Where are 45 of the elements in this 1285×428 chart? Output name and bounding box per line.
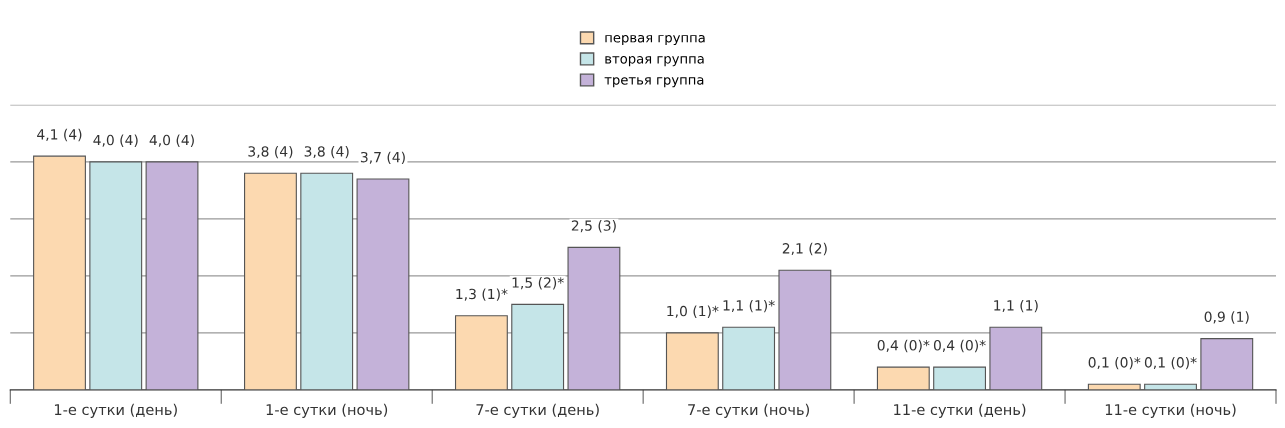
data-label: 1,1 (1)* (723, 299, 775, 313)
x-tick-label: 11-е сутки (день) (894, 403, 1026, 418)
legend-label: третья группа (604, 77, 704, 88)
bar (356, 178, 410, 390)
bar (1144, 383, 1197, 390)
data-label: 0,1 (0)* (1088, 356, 1141, 370)
data-label: 2,5 (3) (571, 220, 616, 233)
data-label: 0,4 (0)* (877, 339, 930, 353)
bar (722, 326, 776, 390)
data-label: 2,1 (2) (782, 242, 827, 256)
legend-label: первая группа (605, 34, 705, 46)
x-tick-label: 1-е сутки (день) (54, 403, 177, 418)
data-label: 3,7 (4) (360, 151, 405, 165)
data-label: 1,3 (1)* (456, 288, 508, 301)
bar (933, 366, 987, 390)
data-label: 4,0 (4) (93, 134, 138, 147)
x-tick-label: 1-е сутки (ночь) (266, 403, 388, 418)
x-tick-label: 7-е сутки (ночь) (688, 403, 809, 418)
legend-label: вторая группа (605, 56, 704, 67)
bar (89, 161, 143, 390)
bar (778, 269, 832, 390)
x-tick-label: 7-е сутки (день) (476, 403, 599, 418)
data-label: 1,5 (2)* (512, 277, 564, 290)
data-label: 0,1 (0)* (1144, 356, 1197, 370)
bar (876, 366, 930, 390)
data-label: 0,9 (1) (1204, 311, 1249, 324)
bar (244, 172, 297, 390)
bar (1087, 383, 1141, 390)
bar (567, 246, 621, 390)
bar (1200, 338, 1254, 390)
data-label: 3,8 (4) (248, 145, 293, 159)
bar (300, 172, 354, 390)
data-label: 1,0 (1)* (667, 305, 719, 318)
bar (145, 161, 199, 390)
data-label: 0,4 (0)* (933, 339, 986, 353)
bar (665, 332, 719, 390)
data-label: 1,1 (1) (994, 299, 1038, 313)
bar (511, 303, 565, 390)
bar (454, 315, 508, 390)
data-label: 3,8 (4) (304, 145, 349, 159)
bar (989, 326, 1043, 390)
x-tick-label: 11-е сутки (ночь) (1105, 403, 1236, 418)
data-label: 4,0 (4) (149, 134, 194, 147)
data-label: 4,1 (4) (37, 128, 82, 142)
bar (33, 155, 86, 390)
